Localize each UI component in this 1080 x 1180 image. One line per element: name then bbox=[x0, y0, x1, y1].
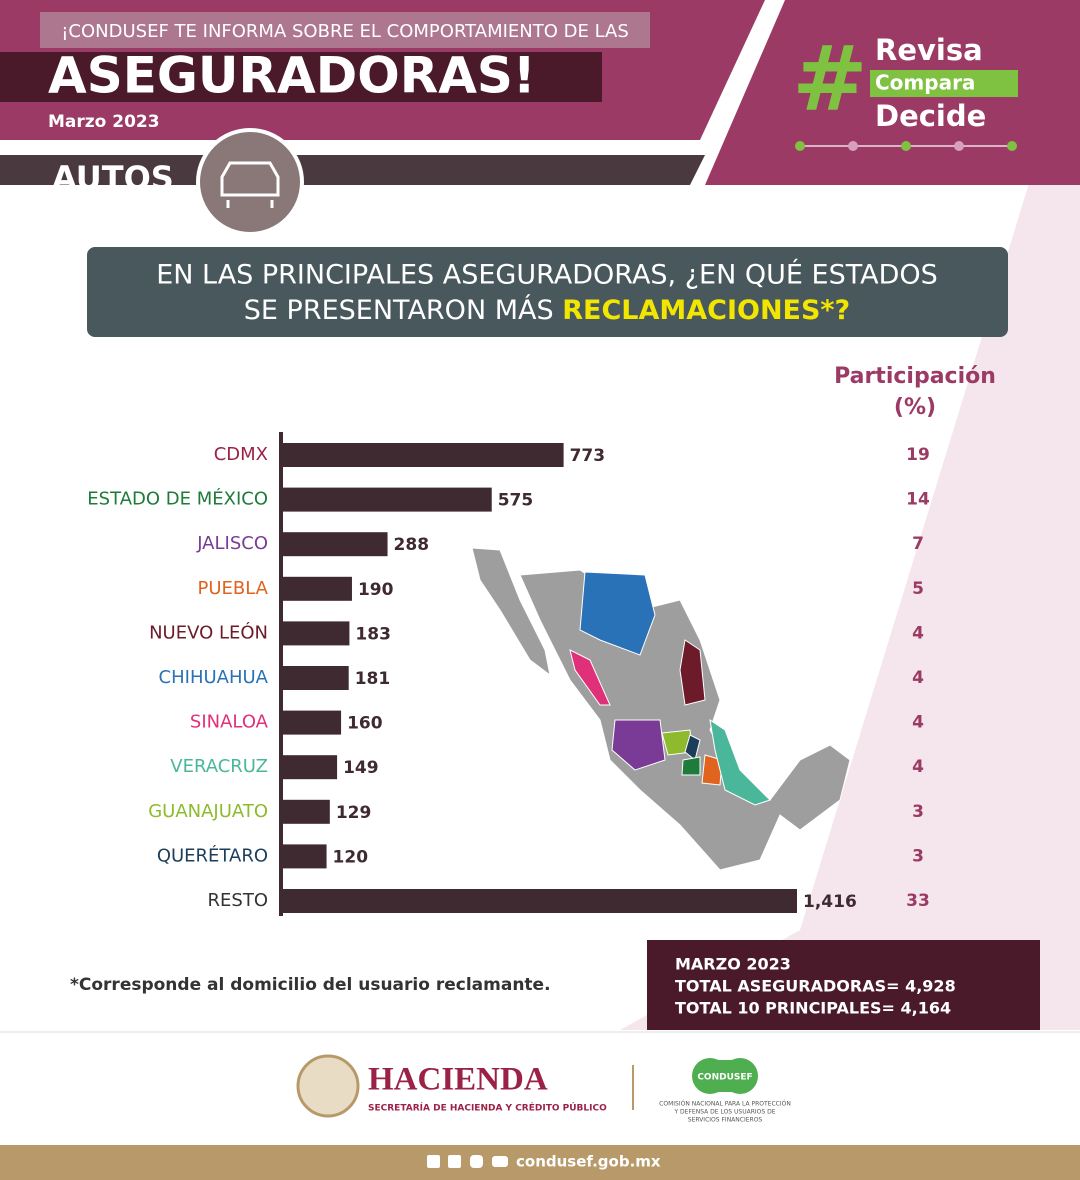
condusef-sub: SERVICIOS FINANCIEROS bbox=[688, 1117, 763, 1124]
condusef-logo bbox=[702, 1060, 748, 1092]
bar bbox=[283, 666, 349, 690]
totals-line: MARZO 2023 bbox=[675, 955, 791, 974]
category-label: ESTADO DE MÉXICO bbox=[87, 488, 268, 510]
participation-value: 4 bbox=[912, 757, 924, 777]
value-label: 129 bbox=[336, 803, 372, 823]
participation-value: 7 bbox=[912, 534, 924, 554]
hacienda: HACIENDA bbox=[368, 1062, 548, 1098]
value-label: 190 bbox=[358, 580, 394, 600]
participation-value: 3 bbox=[912, 846, 924, 866]
kicker: ¡CONDUSEF TE INFORMA SOBRE EL COMPORTAMI… bbox=[61, 21, 629, 42]
category-label: CDMX bbox=[214, 444, 268, 465]
value-label: 120 bbox=[333, 847, 369, 867]
participation-title: (%) bbox=[894, 395, 936, 420]
bar bbox=[283, 576, 352, 601]
hacienda-sub: SECRETARÍA DE HACIENDA Y CRÉDITO PÚBLICO bbox=[368, 1102, 607, 1114]
bar bbox=[283, 443, 564, 467]
hashtag: # bbox=[792, 27, 867, 132]
participation-value: 33 bbox=[906, 891, 930, 911]
participation-value: 4 bbox=[912, 668, 924, 688]
value-label: 575 bbox=[498, 491, 534, 511]
participation-value: 14 bbox=[906, 490, 930, 510]
car-shape bbox=[220, 161, 280, 208]
map bbox=[471, 547, 851, 871]
value-label: 149 bbox=[343, 758, 379, 778]
value-label: 183 bbox=[355, 624, 391, 644]
social-icons bbox=[427, 1155, 508, 1168]
totals-line: TOTAL ASEGURADORAS= 4,928 bbox=[675, 977, 956, 996]
category-label: QUERÉTARO bbox=[157, 844, 268, 866]
car-icon bbox=[196, 128, 304, 236]
question-highlight: RECLAMACIONES*? bbox=[562, 295, 850, 326]
compara-box bbox=[870, 70, 1018, 97]
bar bbox=[283, 844, 327, 869]
title-box bbox=[0, 52, 602, 102]
section: AUTOS bbox=[52, 159, 174, 197]
participation-value: 3 bbox=[912, 802, 924, 822]
category-label: JALISCO bbox=[196, 533, 268, 554]
bottom-strip bbox=[0, 1145, 1080, 1180]
question-text: SE PRESENTARON MÁS bbox=[244, 294, 562, 326]
bar bbox=[283, 755, 338, 780]
category-label: VERACRUZ bbox=[170, 756, 268, 777]
bar bbox=[283, 799, 330, 824]
value-label: 288 bbox=[394, 535, 430, 555]
bar bbox=[283, 487, 492, 512]
category-label: PUEBLA bbox=[197, 578, 268, 599]
value-label: 181 bbox=[355, 669, 391, 689]
bar bbox=[283, 710, 342, 735]
category-label: SINALOA bbox=[190, 712, 269, 733]
category-label: NUEVO LEÓN bbox=[149, 621, 268, 643]
section-band bbox=[0, 155, 705, 185]
footnote: *Corresponde al domicilio del usuario re… bbox=[70, 975, 551, 995]
participation-value: 19 bbox=[906, 445, 930, 465]
participation-value: 4 bbox=[912, 623, 924, 643]
dots bbox=[795, 141, 1017, 151]
revisa: Revisa bbox=[875, 33, 983, 67]
pink-panel bbox=[620, 180, 1080, 1030]
category-label: RESTO bbox=[208, 890, 268, 911]
participation-value: 5 bbox=[912, 579, 924, 599]
condusef-sub: COMISIÓN NACIONAL PARA LA PROTECCIÓN bbox=[659, 1101, 791, 1108]
category-label: CHIHUAHUA bbox=[159, 667, 269, 688]
question-box bbox=[87, 247, 1008, 337]
totals-line: TOTAL 10 PRINCIPALES= 4,164 bbox=[675, 999, 951, 1018]
condusef-sub: Y DEFENSA DE LOS USUARIOS DE bbox=[673, 1109, 775, 1116]
decide: Decide bbox=[875, 99, 986, 133]
bar bbox=[283, 889, 797, 913]
value-label: 773 bbox=[570, 446, 606, 466]
question-line2: SE PRESENTARON MÁS RECLAMACIONES*? bbox=[244, 294, 850, 326]
emblem bbox=[296, 1054, 360, 1118]
bar bbox=[283, 532, 388, 557]
category-label: GUANAJUATO bbox=[148, 801, 268, 822]
title: ASEGURADORAS! bbox=[48, 47, 536, 105]
participation-title: Participación bbox=[834, 364, 996, 389]
url[interactable]: condusef.gob.mx bbox=[516, 1153, 661, 1171]
totals-box bbox=[647, 940, 1040, 1030]
condusef: CONDUSEF bbox=[697, 1073, 752, 1083]
kicker-box bbox=[40, 12, 650, 48]
date: Marzo 2023 bbox=[48, 112, 160, 132]
bar bbox=[283, 621, 350, 646]
question-line1: EN LAS PRINCIPALES ASEGURADORAS, ¿EN QUÉ… bbox=[156, 259, 938, 291]
value-label: 1,416 bbox=[803, 892, 857, 912]
compara: Compara bbox=[875, 71, 975, 95]
participation-value: 4 bbox=[912, 713, 924, 733]
value-label: 160 bbox=[347, 714, 383, 734]
